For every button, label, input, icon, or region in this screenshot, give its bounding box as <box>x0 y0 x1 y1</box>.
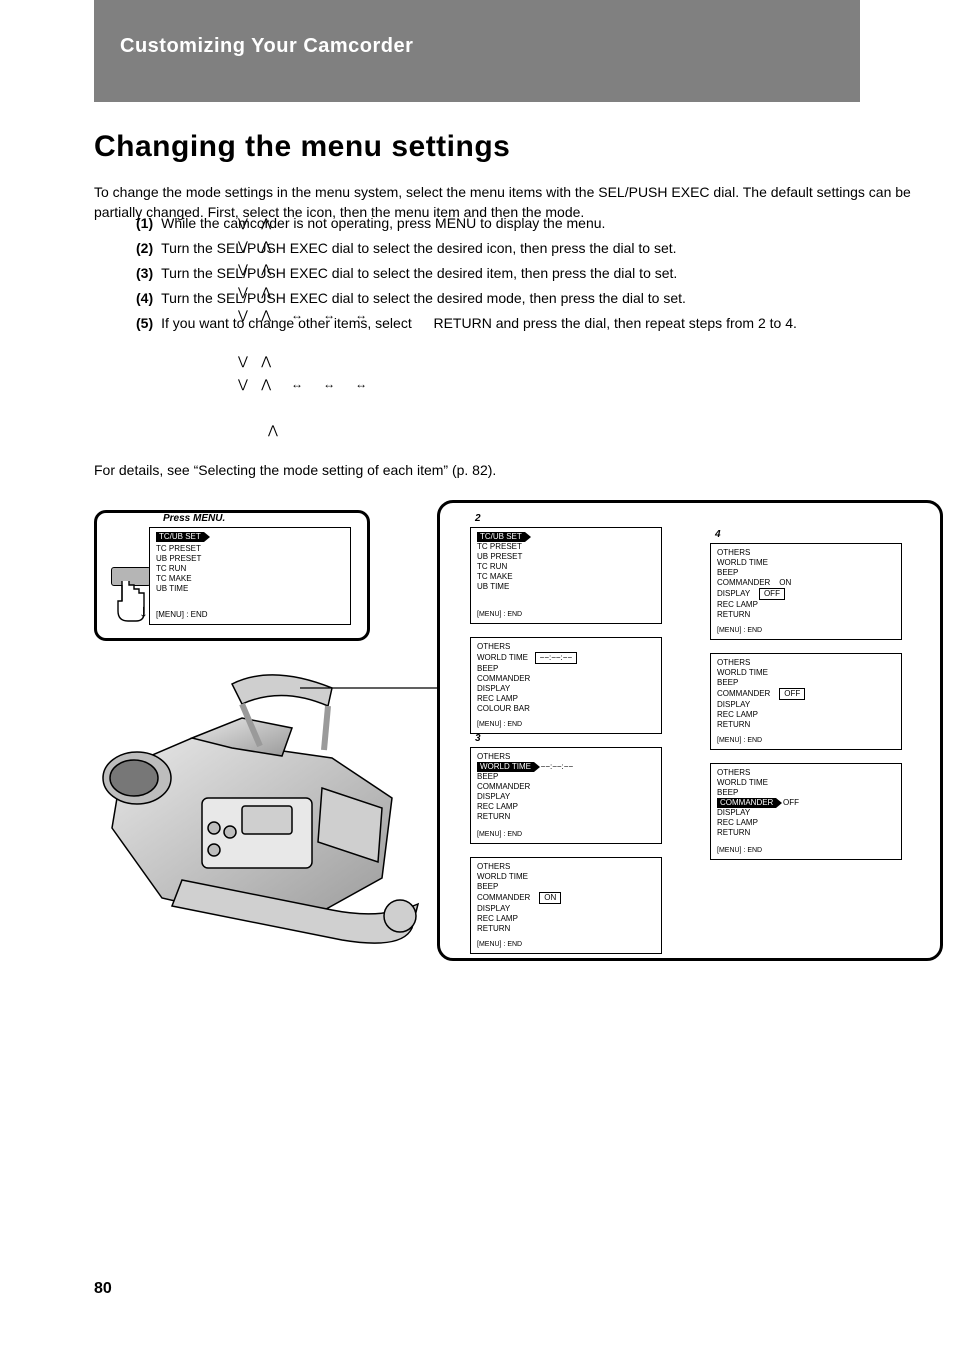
menu-footer: [MENU] : END <box>717 626 895 636</box>
menu-item: UB TIME <box>477 582 509 591</box>
chapter-title: Customizing Your Camcorder <box>120 35 413 58</box>
menu-title: TC/UB SET <box>477 532 525 542</box>
value-box: −−:−−:−− <box>535 652 577 664</box>
screen-caption: 2 <box>475 514 481 524</box>
step-num: (4) <box>136 287 159 310</box>
screen-caption: 4 <box>715 530 721 540</box>
screen-4c: OTHERS WORLD TIME BEEP COMMANDER OFF DIS… <box>710 763 902 860</box>
step-num: (5) <box>136 312 159 335</box>
screen-3b: OTHERS WORLD TIME BEEP COMMANDER ON DISP… <box>470 857 662 954</box>
screen-3a: 3 OTHERS WORLD TIME −−:−−:−− BEEP COMMAN… <box>470 747 662 844</box>
menu-title: OTHERS <box>477 862 510 871</box>
screen-2a: 2 TC/UB SET TC PRESET UB PRESET TC RUN T… <box>470 527 662 624</box>
step-num: (1) <box>136 212 159 235</box>
sequence-panel: 2 TC/UB SET TC PRESET UB PRESET TC RUN T… <box>437 500 943 961</box>
menu-title: OTHERS <box>477 642 510 651</box>
screen-4b: OTHERS WORLD TIME BEEP COMMANDER OFF DIS… <box>710 653 902 750</box>
page-title: Changing the menu settings <box>94 130 510 164</box>
menu-item: TC RUN <box>477 562 507 571</box>
menu-footer: [MENU] : END <box>477 610 655 620</box>
menu-title: OTHERS <box>477 752 510 761</box>
screen-4a: 4 OTHERS WORLD TIME BEEP COMMANDER ON DI… <box>710 543 902 640</box>
screen-caption: 3 <box>475 734 481 744</box>
menu-item: TC MAKE <box>477 572 513 581</box>
screen-2b: OTHERS WORLD TIME −−:−−:−− BEEP COMMANDE… <box>470 637 662 734</box>
footnote: For details, see “Selecting the mode set… <box>94 462 496 478</box>
value-box: OFF <box>759 588 785 600</box>
menu-title: OTHERS <box>717 658 750 667</box>
menu-footer: [MENU] : END <box>717 846 895 856</box>
value-box: ON <box>539 892 561 904</box>
menu-title: OTHERS <box>717 768 750 777</box>
illustration-area: Press MENU. ↓ TC/UB SET TC PRESET UB PRE… <box>82 500 862 960</box>
menu-footer: [MENU] : END <box>477 720 655 730</box>
menu-footer: [MENU] : END <box>477 940 655 950</box>
steps-table: (1)While the camcorder is not operating,… <box>112 208 805 337</box>
step-num: (2) <box>136 237 159 260</box>
menu-footer: [MENU] : END <box>717 736 895 746</box>
menu-item: UB PRESET <box>477 552 522 561</box>
page-number: 80 <box>94 1280 112 1298</box>
icon-legend: ⋁ ⋀ ⋁ ⋀ ⋁ ⋀ ⋁ ⋀ ⋁ ⋀ ↔ ↔ ↔ ⋁ ⋀ ⋁ ⋀ ↔ ↔ ↔ … <box>238 212 367 442</box>
value-box: OFF <box>779 688 805 700</box>
step-num: (3) <box>136 262 159 285</box>
menu-footer: [MENU] : END <box>477 830 655 840</box>
menu-item: TC PRESET <box>477 542 522 551</box>
menu-title: OTHERS <box>717 548 750 557</box>
